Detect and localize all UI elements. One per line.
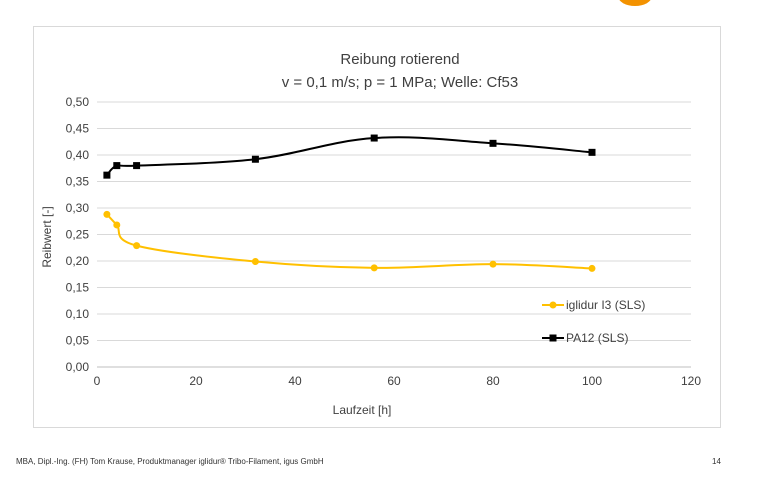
data-point	[251, 258, 259, 266]
data-point	[113, 221, 121, 229]
x-tick-label: 60	[387, 374, 401, 388]
y-tick-label: 0,00	[66, 360, 90, 374]
data-point	[588, 148, 596, 156]
y-tick-label: 0,45	[66, 122, 90, 136]
chart-area: Reibung rotierend v = 0,1 m/s; p = 1 MPa…	[33, 26, 721, 428]
x-tick-label: 120	[681, 374, 701, 388]
data-point	[489, 260, 497, 268]
brand-logo-fragment	[618, 0, 652, 6]
y-tick-label: 0,05	[66, 334, 90, 348]
page-number: 14	[712, 457, 721, 466]
y-tick-label: 0,35	[66, 175, 90, 189]
legend-marker	[549, 301, 557, 309]
x-tick-label: 40	[288, 374, 302, 388]
legend-marker	[549, 334, 557, 342]
y-tick-label: 0,15	[66, 281, 90, 295]
series-line	[106, 213, 593, 270]
data-point	[588, 264, 596, 272]
data-point	[251, 155, 259, 163]
y-tick-label: 0,20	[66, 254, 90, 268]
x-tick-label: 20	[189, 374, 203, 388]
footer-text: MBA, Dipl.-Ing. (FH) Tom Krause, Produkt…	[16, 457, 324, 466]
data-point	[103, 171, 111, 179]
y-tick-label: 0,50	[66, 95, 90, 109]
data-point	[489, 139, 497, 147]
y-tick-label: 0,30	[66, 201, 90, 215]
x-tick-label: 0	[94, 374, 101, 388]
y-tick-label: 0,25	[66, 228, 90, 242]
legend-label: iglidur I3 (SLS)	[566, 298, 645, 312]
data-point	[370, 264, 378, 272]
y-axis-title: Reibwert [-]	[40, 206, 54, 267]
x-tick-label: 100	[582, 374, 602, 388]
series-line	[106, 136, 593, 176]
data-point	[370, 134, 378, 142]
data-point	[103, 210, 111, 218]
chart-subtitle: v = 0,1 m/s; p = 1 MPa; Welle: Cf53	[282, 74, 519, 91]
chart-svg: Reibung rotierend v = 0,1 m/s; p = 1 MPa…	[40, 51, 701, 417]
y-tick-label: 0,10	[66, 307, 90, 321]
chart-title: Reibung rotierend	[340, 51, 459, 68]
y-tick-label: 0,40	[66, 148, 90, 162]
data-point	[133, 162, 141, 170]
x-axis-title: Laufzeit [h]	[333, 403, 392, 417]
data-point	[133, 242, 141, 250]
data-point	[113, 162, 121, 170]
x-tick-label: 80	[486, 374, 500, 388]
legend-label: PA12 (SLS)	[566, 331, 628, 345]
